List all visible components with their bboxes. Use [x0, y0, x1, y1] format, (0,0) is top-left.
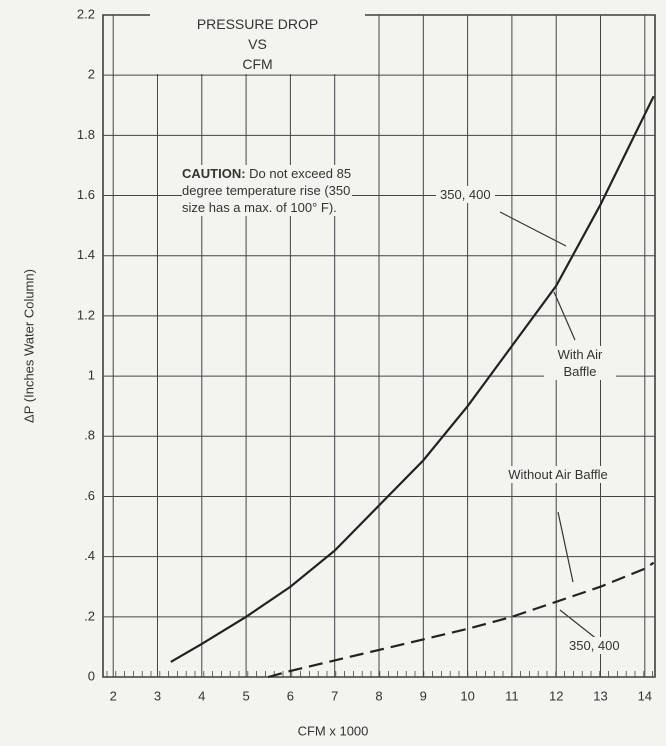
series-line	[170, 95, 655, 663]
y-axis-label: ΔP (Inches Water Column)	[21, 269, 36, 423]
arrow	[559, 609, 599, 641]
y-tick-label: .6	[84, 488, 95, 503]
x-tick-label: 3	[154, 688, 161, 703]
chart-title: PRESSURE DROP VS CFM	[150, 14, 365, 74]
x-tick-label: 10	[460, 688, 474, 703]
x-tick-label: 7	[331, 688, 338, 703]
y-tick-label: .8	[84, 428, 95, 443]
caution-text: Do not exceed 85 degree temperature rise…	[182, 166, 352, 215]
series-label: With Air Baffle	[544, 346, 616, 380]
x-tick-label: 5	[242, 688, 249, 703]
x-tick-label: 11	[505, 688, 519, 703]
series-line	[267, 561, 655, 679]
y-tick-label: .4	[84, 548, 95, 563]
arrows	[499, 211, 599, 641]
arrow	[499, 211, 567, 247]
y-tick-label: 1.6	[77, 187, 95, 202]
caution-heading: CAUTION:	[182, 166, 246, 181]
y-tick-label: 1.2	[77, 307, 95, 322]
y-tick-label: .2	[84, 608, 95, 623]
x-tick-label: 9	[420, 688, 427, 703]
y-tick-label: 2	[88, 67, 95, 82]
x-tick-label: 4	[198, 688, 205, 703]
y-tick-label: 0	[88, 668, 95, 683]
x-tick-label: 13	[593, 688, 607, 703]
series-label: Without Air Baffle	[508, 466, 608, 483]
y-tick-label: 2.2	[77, 6, 95, 21]
x-axis-label: CFM x 1000	[298, 723, 369, 738]
y-tick-label: 1.8	[77, 127, 95, 142]
x-tick-label: 6	[287, 688, 294, 703]
annotation: 350, 400	[436, 186, 495, 203]
y-tick-label: 1	[88, 368, 95, 383]
x-tick-label: 8	[375, 688, 382, 703]
y-tick-label: 1.4	[77, 247, 95, 262]
x-tick-label: 2	[110, 688, 117, 703]
caution: CAUTION: Do not exceed 85 degree tempera…	[182, 165, 352, 216]
arrow	[557, 511, 574, 583]
annotation: 350, 400	[566, 637, 623, 654]
x-tick-label: 14	[638, 688, 652, 703]
x-tick-label: 12	[549, 688, 563, 703]
